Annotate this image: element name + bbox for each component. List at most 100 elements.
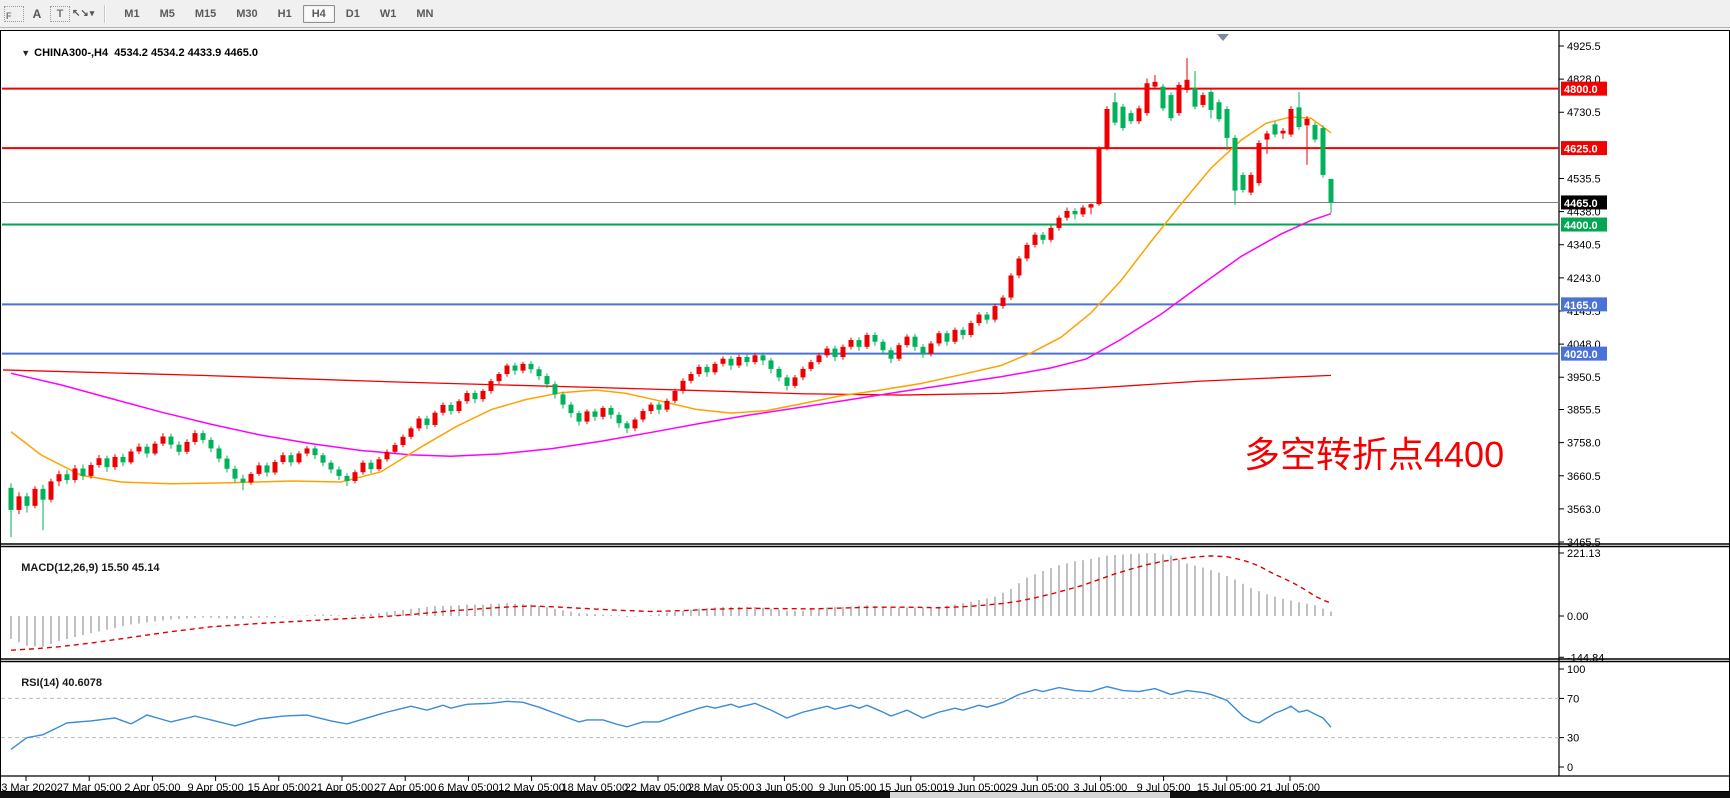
macd-histogram-bar [906,607,908,616]
candle-body [24,496,30,506]
candle-body [520,363,526,371]
macd-histogram-bar [834,607,836,616]
chart-dropdown-icon[interactable]: ▼ [21,48,31,58]
macd-histogram-bar [866,605,868,616]
candle-body [1144,83,1150,114]
macd-histogram-bar [354,615,356,616]
timeframe-button-M1[interactable]: M1 [124,8,140,20]
candle-body [648,404,654,412]
text-box-icon[interactable]: T [50,5,70,22]
time-tick-label: 6 May 05:00 [438,782,499,793]
candle-body [600,407,606,417]
candle-body [632,419,638,429]
chart-canvas[interactable]: 4925.54828.04730.54535.54438.04340.54243… [1,31,1730,793]
macd-histogram-bar [810,609,812,616]
time-tick-label: 9 Jul 05:00 [1137,782,1191,793]
candle-body [1192,88,1198,107]
chart-title[interactable]: ▼ CHINA300-,H4 4534.2 4534.2 4433.9 4465.… [9,35,258,71]
macd-histogram-bar [578,613,580,616]
candle-body [1072,210,1078,215]
horizontal-scrollbar[interactable] [890,792,1170,798]
time-axis[interactable]: 23 Mar 2020 27 Mar 05:00 2 Apr 05:00 9 Apr … [1,776,1320,793]
candle-body [664,400,670,410]
candle-body [1136,108,1142,122]
candle-body [1328,178,1334,203]
rsi-axis-label: 100 [1567,664,1585,676]
macd-histogram-bar [426,606,428,616]
timeframe-button-H1[interactable]: H1 [277,8,292,20]
candle-body [848,340,854,347]
macd-histogram-bar [314,614,316,616]
macd-histogram-bar [610,615,612,616]
candle-body [160,436,166,444]
candle-body [352,472,358,482]
candle-body [104,458,110,468]
grid-f-icon[interactable]: F [4,5,24,22]
text-label-icon[interactable]: A [32,6,42,21]
macd-histogram-bar [1250,588,1252,616]
candle-body [624,423,630,429]
macd-histogram-bar [690,609,692,616]
rsi-indicator-label: RSI(14) 40.6078 [9,665,102,701]
macd-histogram-bar [1298,602,1300,616]
timeframe-button-M15[interactable]: M15 [194,8,217,20]
time-tick-label: 21 Jul 05:00 [1260,782,1320,793]
macd-histogram-bar [922,607,924,616]
candle-body [296,453,302,463]
candle-body [912,336,918,347]
price-tick-label: 3758.0 [1567,438,1601,450]
macd-histogram-bar [1050,568,1052,616]
price-tick-label: 3465.5 [1567,537,1601,549]
macd-histogram-bar [26,616,28,646]
candle-body [1160,86,1166,109]
timeframe-button-M5[interactable]: M5 [159,8,175,20]
candle-body [952,329,958,342]
time-tick-label: 27 Mar 05:00 [57,782,122,793]
candle-body [320,455,326,463]
candle-body [8,487,14,510]
macd-histogram-bar [1162,554,1164,616]
candle-body [752,355,758,363]
timeframe-button-D1[interactable]: D1 [345,8,360,20]
candle-body [832,348,838,358]
macd-histogram-bar [818,608,820,616]
chevron-down-icon: ▾ [89,8,95,18]
chart-text-annotation[interactable]: 多空转折点4400 [1244,434,1505,475]
timeframe-button-group: M1 M5 M15 M30 H1 H4 D1 W1 MN [114,4,443,23]
macd-histogram-bar [490,604,492,616]
macd-histogram-bar [258,616,260,618]
macd-histogram-bar [330,614,332,616]
candle-body [488,381,494,391]
macd-histogram-bar [1090,559,1092,616]
macd-histogram-bar [778,609,780,616]
price-axis-ticks[interactable]: 4925.54828.04730.54535.54438.04340.54243… [1559,41,1601,549]
timeframe-button-W1[interactable]: W1 [379,8,397,20]
macd-histogram-bar [1114,555,1116,616]
macd-histogram-bar [498,603,500,616]
timeframe-button-M30[interactable]: M30 [236,8,258,20]
candle-body [1056,217,1062,228]
macd-histogram-bar [10,616,12,639]
timeframe-button-H4[interactable]: H4 [302,5,335,23]
candle-body [744,357,750,363]
macd-histogram-bar [1066,563,1068,616]
scroll-to-end-marker[interactable] [1217,34,1229,41]
macd-histogram-bar [674,612,676,616]
price-level-badge [1561,141,1607,156]
candle-body [960,329,966,335]
macd-histogram-bar [482,604,484,616]
timeframe-button-MN[interactable]: MN [416,8,434,20]
macd-histogram-bar [1082,560,1084,616]
macd-histogram-bar [938,606,940,616]
macd-histogram-bar [1138,553,1140,616]
macd-histogram-bar [1130,553,1132,616]
candle-body [344,475,350,482]
candle-body [1232,137,1238,191]
price-tick-label: 4730.5 [1567,107,1601,119]
macd-histogram-bar [970,601,972,616]
candle-body [88,465,94,476]
cursor-tool-icon[interactable]: ↖↘ ▾ [72,4,94,24]
time-tick-label: 22 May 05:00 [625,782,692,793]
toolbar-separator [104,4,107,23]
rsi-axis-label: 30 [1567,733,1579,745]
